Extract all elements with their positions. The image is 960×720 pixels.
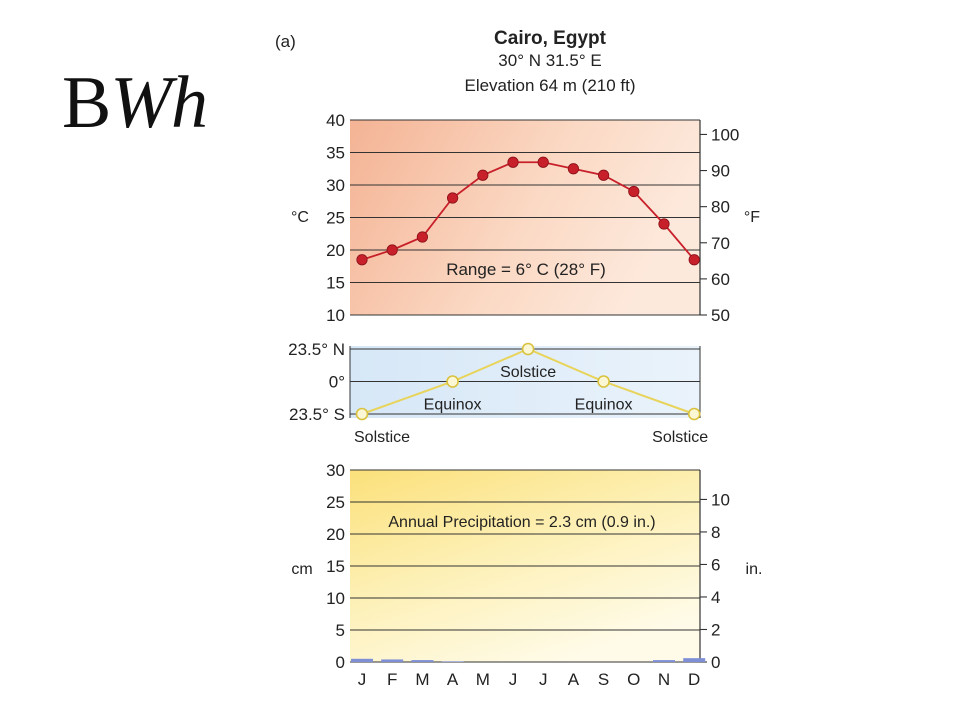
month-label: F bbox=[387, 670, 397, 689]
temperature-ytick-label: 30 bbox=[326, 176, 345, 195]
panel-label: (a) bbox=[275, 32, 296, 51]
temperature-point bbox=[477, 169, 489, 181]
precip-ytick-label: 15 bbox=[326, 557, 345, 576]
temperature-right-tick-label: 50 bbox=[711, 306, 730, 325]
precip-right-tick-label: 10 bbox=[711, 490, 730, 509]
month-label: M bbox=[415, 670, 429, 689]
temperature-point bbox=[386, 244, 398, 256]
precip-bar bbox=[351, 658, 373, 662]
temperature-right-tick-label: 90 bbox=[711, 162, 730, 181]
temperature-ylabel-right: °F bbox=[744, 209, 760, 226]
temperature-range-annotation: Range = 6° C (28° F) bbox=[446, 260, 606, 279]
month-label: J bbox=[539, 670, 548, 689]
month-label: A bbox=[568, 670, 580, 689]
temperature-right-tick-label: 60 bbox=[711, 270, 730, 289]
precip-ytick-label: 10 bbox=[326, 589, 345, 608]
month-label: M bbox=[476, 670, 490, 689]
precip-bar bbox=[683, 658, 706, 662]
sun-point bbox=[446, 375, 459, 388]
precip-bar bbox=[653, 660, 675, 662]
precip-ytick-label: 0 bbox=[336, 653, 345, 672]
sun-point bbox=[687, 407, 701, 421]
temperature-point bbox=[567, 163, 580, 175]
precip-bar bbox=[441, 661, 464, 662]
sun-ytick-label: 23.5° S bbox=[289, 405, 345, 424]
climate-code-italic: Wh bbox=[110, 62, 208, 144]
station-elevation: Elevation 64 m (210 ft) bbox=[464, 76, 636, 95]
temperature-ytick-label: 20 bbox=[326, 241, 345, 260]
temperature-point bbox=[507, 156, 519, 168]
temperature-ytick-label: 25 bbox=[326, 209, 345, 228]
temperature-ylabel: °C bbox=[291, 209, 309, 226]
precip-ytick-label: 25 bbox=[326, 493, 345, 512]
temperature-ytick-label: 15 bbox=[326, 274, 345, 293]
precip-ylabel: cm bbox=[291, 561, 312, 578]
precip-ytick-label: 30 bbox=[326, 461, 345, 480]
temperature-right-tick-label: 100 bbox=[711, 125, 739, 144]
month-label: J bbox=[509, 670, 518, 689]
sun-point-label: Solstice bbox=[354, 429, 410, 446]
temperature-point bbox=[537, 156, 549, 168]
precip-right-tick-label: 0 bbox=[711, 653, 720, 672]
station-coords: 30° N 31.5° E bbox=[498, 51, 602, 70]
sun-point-label: Equinox bbox=[575, 397, 633, 414]
month-label: D bbox=[688, 670, 700, 689]
sun-point-label: Solstice bbox=[652, 429, 708, 446]
temperature-right-tick-label: 80 bbox=[711, 198, 730, 217]
precip-annotation: Annual Precipitation = 2.3 cm (0.9 in.) bbox=[388, 514, 655, 531]
precip-right-tick-label: 6 bbox=[711, 555, 720, 574]
temperature-point bbox=[688, 254, 700, 266]
sun-ytick-label: 23.5° N bbox=[288, 340, 345, 359]
month-label: A bbox=[447, 670, 459, 689]
month-label: N bbox=[658, 670, 670, 689]
sun-point bbox=[521, 342, 535, 356]
precip-right-tick-label: 2 bbox=[711, 620, 720, 639]
temperature-right-tick-label: 70 bbox=[711, 234, 730, 253]
precip-right-tick-label: 8 bbox=[711, 523, 720, 542]
precip-ytick-label: 20 bbox=[326, 525, 345, 544]
sun-point bbox=[355, 407, 369, 421]
sun-point-label: Solstice bbox=[500, 364, 556, 381]
sun-ytick-label: 0° bbox=[329, 373, 345, 392]
precip-right-tick-label: 4 bbox=[711, 588, 720, 607]
temperature-ytick-label: 10 bbox=[326, 306, 345, 325]
precip-bar bbox=[381, 659, 404, 662]
climate-code: BWh bbox=[62, 66, 208, 140]
sun-point-label: Equinox bbox=[424, 397, 482, 414]
sun-point bbox=[597, 375, 610, 388]
temperature-point bbox=[356, 254, 368, 266]
station-name: Cairo, Egypt bbox=[494, 28, 606, 49]
month-label: S bbox=[598, 670, 609, 689]
month-label: J bbox=[358, 670, 367, 689]
temperature-point bbox=[597, 169, 610, 181]
temperature-point bbox=[416, 231, 428, 243]
temperature-point bbox=[658, 218, 670, 230]
precip-bar bbox=[411, 660, 434, 662]
month-label: O bbox=[627, 670, 640, 689]
temperature-point bbox=[446, 192, 459, 204]
precip-ylabel-right: in. bbox=[746, 561, 763, 578]
temperature-point bbox=[628, 185, 640, 198]
climate-code-main: B bbox=[62, 62, 111, 144]
temperature-ytick-label: 40 bbox=[326, 111, 345, 130]
temperature-ytick-label: 35 bbox=[326, 144, 345, 163]
precip-ytick-label: 5 bbox=[336, 621, 345, 640]
